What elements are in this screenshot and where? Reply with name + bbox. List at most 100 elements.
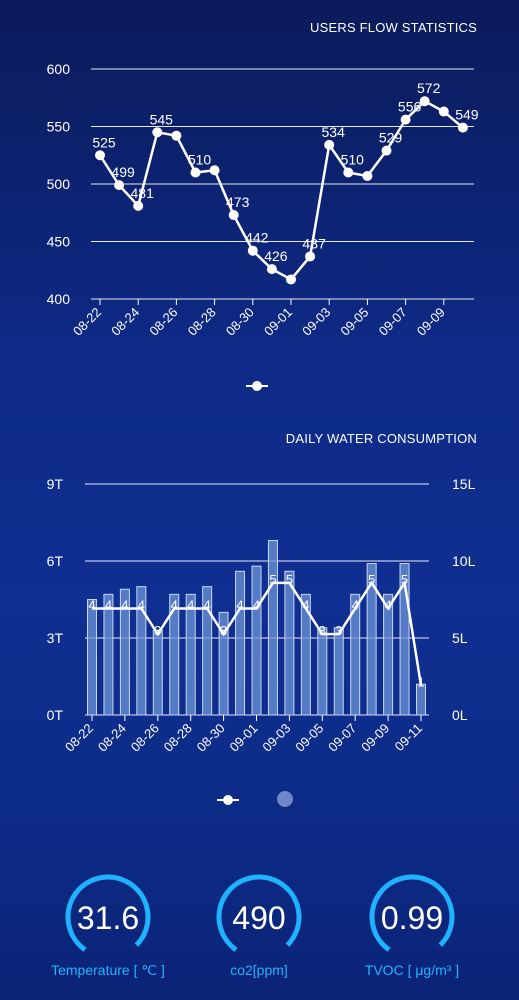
data-point: [286, 274, 296, 285]
data-point: [209, 165, 220, 176]
co2-gauge: 490 co2[ppm]: [184, 872, 334, 992]
line-label: 3: [154, 623, 161, 638]
water-title: DAILY WATER CONSUMPTION: [285, 431, 477, 446]
line-label: 4: [204, 597, 211, 612]
x-tick-label: 09-05: [337, 305, 371, 339]
pager-bottom: [0, 790, 519, 810]
line-label: 5: [401, 572, 408, 587]
data-point: [438, 106, 449, 117]
water-bar: [333, 627, 344, 716]
co2-ring: [216, 874, 302, 960]
water-bar: [366, 563, 377, 716]
right-tick-label: 0L: [452, 707, 468, 723]
data-label: 426: [264, 248, 288, 264]
left-tick-label: 6T: [47, 553, 64, 569]
x-tick-label: 08-24: [95, 721, 129, 755]
x-tick-label: 09-07: [325, 721, 359, 755]
line-label: 4: [121, 597, 128, 612]
data-label: 510: [341, 152, 365, 168]
y-tick-label: 500: [47, 176, 71, 192]
users-flow-chart: 400 450 500 550 600 08-22 08-24 08-26 08-28 08-30…: [47, 61, 479, 339]
line-label: 3: [335, 623, 342, 638]
y-tick-label: 600: [47, 61, 71, 77]
water-panel: DAILY WATER CONSUMPTION 0T 0L 3T 5L 6T 10L 9T 1…: [0, 420, 519, 790]
x-tick-label: 08-24: [108, 305, 142, 339]
water-bar: [399, 563, 410, 716]
data-label: 534: [322, 124, 346, 140]
tvoc-ring: [369, 874, 455, 960]
data-label: 437: [302, 235, 326, 251]
line-label: 4: [302, 597, 309, 612]
x-tick-label: 08-30: [223, 305, 257, 339]
data-point: [400, 114, 411, 125]
data-point: [305, 251, 316, 262]
line-label: 3: [220, 623, 227, 638]
water-bar: [267, 539, 278, 716]
data-point: [152, 127, 163, 138]
line-label: 1: [417, 674, 424, 689]
data-point: [266, 264, 277, 275]
line-label: 4: [384, 597, 391, 612]
water-bar: [136, 586, 147, 716]
x-tick-label: 08-26: [146, 305, 180, 339]
data-label: 442: [245, 230, 269, 246]
right-tick-label: 10L: [452, 553, 476, 569]
data-label: 481: [131, 185, 155, 201]
water-bar: [169, 593, 180, 716]
temperature-label: Temperature [ ℃ ]: [51, 962, 165, 978]
x-tick-label: 09-07: [376, 305, 410, 339]
tvoc-label: TVOC [ μg/m³ ]: [364, 962, 460, 978]
data-point: [343, 167, 354, 178]
data-point: [133, 200, 144, 211]
water-bar: [235, 570, 246, 716]
data-point: [381, 145, 392, 156]
y-tick-label: 400: [47, 291, 71, 307]
data-point: [324, 139, 335, 150]
pager-dot-1[interactable]: [223, 795, 233, 805]
data-point: [171, 130, 182, 141]
x-tick-label: 08-22: [70, 305, 104, 339]
x-tick-label: 09-01: [261, 305, 295, 339]
water-bar: [251, 565, 262, 716]
temperature-ring: [65, 874, 151, 960]
data-point: [228, 210, 239, 221]
line-label: 4: [352, 597, 359, 612]
data-label: 499: [111, 164, 135, 180]
water-bar: [152, 629, 163, 716]
data-point: [114, 180, 125, 191]
line-label: 3: [319, 623, 326, 638]
right-tick-label: 15L: [452, 476, 476, 492]
users-flow-title: USERS FLOW STATISTICS: [310, 20, 477, 35]
temperature-gauge: 31.6 Temperature [ ℃ ]: [33, 872, 183, 992]
line-label: 4: [138, 597, 145, 612]
line-label: 4: [105, 597, 112, 612]
pager-dot-2[interactable]: [277, 791, 293, 807]
left-tick-label: 3T: [47, 630, 64, 646]
x-tick-label: 09-03: [259, 721, 293, 755]
water-bar: [87, 599, 97, 716]
line-label: 5: [269, 572, 276, 587]
x-tick-label: 08-26: [128, 721, 162, 755]
data-label: 549: [455, 107, 479, 123]
water-bar: [103, 593, 114, 716]
x-tick-label: 08-30: [194, 721, 228, 755]
pager-top: [0, 376, 519, 396]
data-point: [95, 150, 105, 161]
y-tick-label: 450: [47, 234, 71, 250]
data-label: 572: [417, 80, 441, 96]
co2-label: co2[ppm]: [230, 962, 288, 978]
water-bar: [300, 593, 311, 716]
water-bar: [317, 627, 328, 716]
tvoc-gauge: 0.99 TVOC [ μg/m³ ]: [337, 872, 487, 992]
water-bar: [284, 570, 295, 716]
data-label: 510: [188, 152, 212, 168]
y-tick-label: 550: [47, 119, 71, 135]
x-tick-label: 09-11: [392, 721, 425, 754]
x-tick-label: 08-22: [62, 721, 96, 755]
temperature-value: 31.6: [76, 900, 140, 936]
water-chart: 0T 0L 3T 5L 6T 10L 9T 15L 08-2208-2408-2608-2808…: [47, 476, 476, 755]
water-line: [92, 579, 423, 686]
line-label: 4: [88, 597, 95, 612]
x-tick-label: 08-28: [185, 305, 219, 339]
pager-dot-active[interactable]: [252, 381, 262, 391]
